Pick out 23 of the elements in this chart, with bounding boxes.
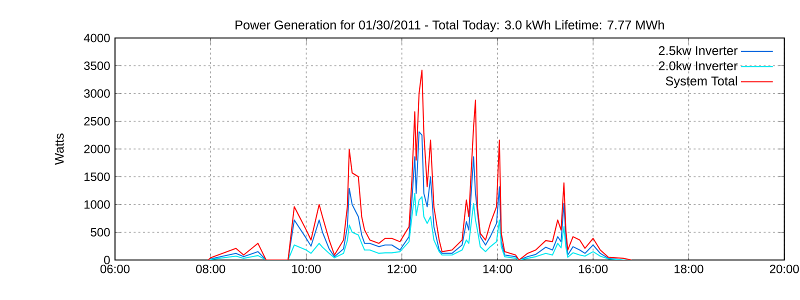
y-axis-title: Watts [54, 134, 64, 165]
y-tick-label: 500 [90, 228, 110, 237]
x-tick-label: 08:00 [196, 264, 226, 274]
x-tick-label: 20:00 [770, 264, 799, 274]
legend-label: 2.5kw Inverter [658, 46, 738, 56]
x-tick-label: 06:00 [100, 264, 130, 274]
y-tick-label: 3000 [84, 89, 110, 98]
y-tick-label: 4000 [84, 34, 110, 42]
x-tick-label: 16:00 [579, 264, 608, 274]
x-tick-label: 10:00 [292, 264, 321, 274]
y-tick-label: 1500 [84, 172, 110, 182]
y-tick-label: 0 [104, 256, 110, 264]
legend-label: System Total [666, 76, 737, 88]
y-tick-label: 1000 [84, 200, 110, 209]
y-tick-label: 3500 [84, 61, 110, 70]
chart-title: Power Generation for 01/30/2011 - Total Today: 3.0 kWh Lifetime: 7.77 MWh [236, 20, 664, 32]
line-series [208, 70, 632, 260]
legend-label: 2.0kw Inverter [658, 60, 738, 70]
x-tick-label: 18:00 [674, 264, 704, 274]
x-tick-label: 12:00 [388, 264, 416, 274]
y-tick-label: 2500 [84, 116, 110, 126]
x-tick-label: 14:00 [483, 264, 512, 274]
y-tick-label: 2000 [84, 144, 110, 154]
